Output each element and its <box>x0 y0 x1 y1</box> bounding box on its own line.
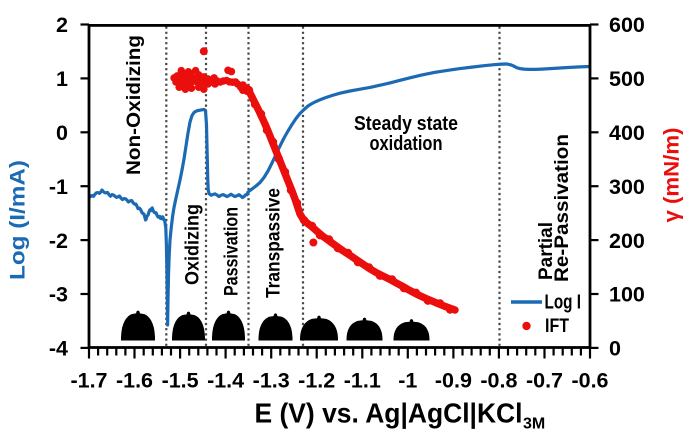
svg-text:Re-Passivation: Re-Passivation <box>552 134 573 282</box>
svg-text:-1.7: -1.7 <box>70 369 107 393</box>
svg-text:1: 1 <box>56 67 68 91</box>
svg-text:-1.3: -1.3 <box>253 369 290 393</box>
svg-text:400: 400 <box>609 121 645 145</box>
svg-text:-1.4: -1.4 <box>207 369 244 393</box>
svg-text:0: 0 <box>56 121 68 145</box>
svg-text:E (V) vs. Ag|AgCl|KCl: E (V) vs. Ag|AgCl|KCl <box>255 398 523 429</box>
svg-text:-1.6: -1.6 <box>116 369 153 393</box>
svg-text:-0.9: -0.9 <box>435 369 472 393</box>
svg-text:600: 600 <box>609 13 645 37</box>
svg-text:300: 300 <box>609 175 645 199</box>
svg-text:Log I: Log I <box>545 292 582 314</box>
svg-text:2: 2 <box>56 13 68 37</box>
svg-text:-1.2: -1.2 <box>298 369 335 393</box>
svg-text:500: 500 <box>609 67 645 91</box>
svg-text:Passivation: Passivation <box>222 207 243 296</box>
svg-text:0: 0 <box>609 337 621 361</box>
svg-text:-1.1: -1.1 <box>344 369 381 393</box>
svg-text:Log (I/mA): Log (I/mA) <box>7 160 30 280</box>
svg-text:IFT: IFT <box>545 315 569 337</box>
svg-text:Oxidizing: Oxidizing <box>183 204 204 285</box>
svg-text:-1: -1 <box>49 175 68 199</box>
svg-text:-0.7: -0.7 <box>526 369 563 393</box>
svg-text:3M: 3M <box>523 416 545 433</box>
svg-text:Non-Oxidizing: Non-Oxidizing <box>124 35 145 175</box>
svg-text:Steady state: Steady state <box>354 113 458 135</box>
svg-text:γ (mN/m): γ (mN/m) <box>661 128 684 223</box>
svg-text:-1.5: -1.5 <box>162 369 199 393</box>
svg-text:oxidation: oxidation <box>370 133 443 155</box>
svg-text:-3: -3 <box>49 283 68 307</box>
svg-text:Transpassive: Transpassive <box>264 188 285 298</box>
svg-text:-1: -1 <box>398 369 417 393</box>
svg-text:-2: -2 <box>49 229 68 253</box>
svg-text:Partial: Partial <box>536 222 557 280</box>
svg-text:100: 100 <box>609 283 645 307</box>
svg-text:-0.6: -0.6 <box>571 369 608 393</box>
svg-text:-0.8: -0.8 <box>480 369 517 393</box>
svg-text:200: 200 <box>609 229 645 253</box>
svg-text:-4: -4 <box>49 337 68 361</box>
